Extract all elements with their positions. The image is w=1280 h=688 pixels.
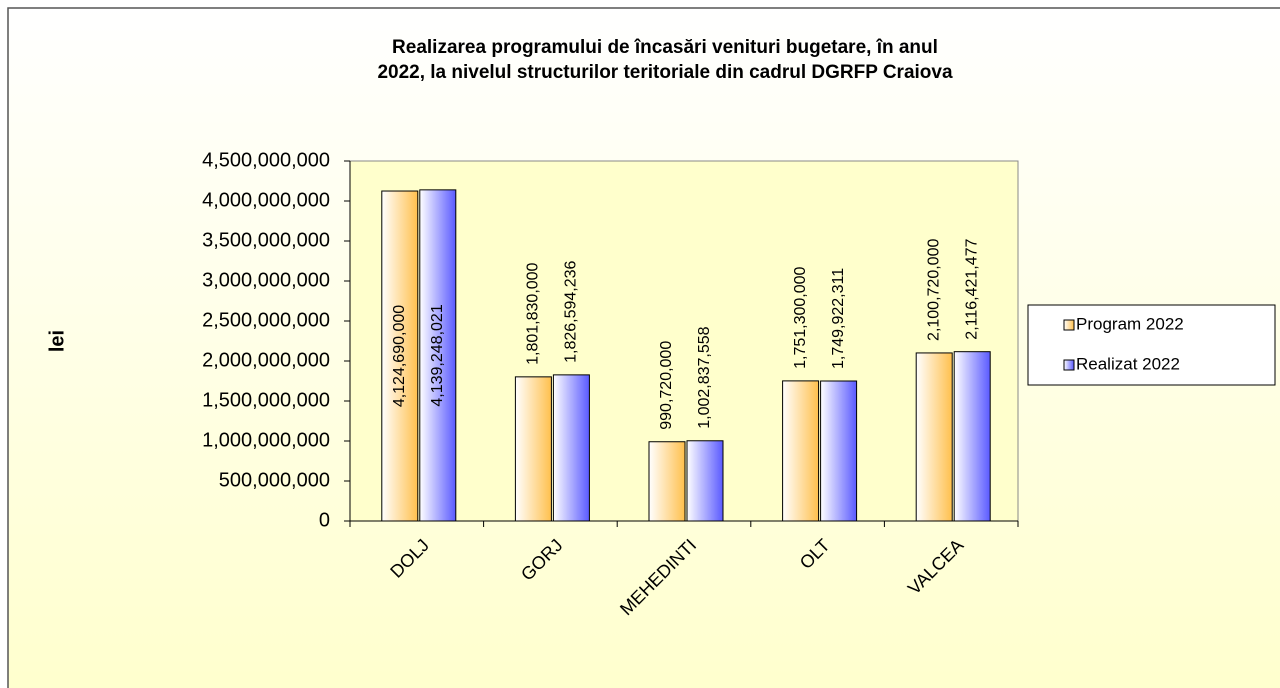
value-label: 1,749,922,311 (830, 268, 847, 369)
value-label: 1,002,837,558 (696, 326, 713, 428)
bar (381, 190, 419, 522)
y-tick-label: 2,500,000,000 (202, 309, 330, 331)
value-label: 1,801,830,000 (525, 262, 542, 364)
y-tick-label: 1,500,000,000 (202, 389, 330, 411)
y-tick-label: 2,000,000,000 (202, 349, 330, 371)
value-label: 2,116,421,477 (963, 238, 980, 339)
bar (953, 351, 991, 522)
y-tick-label: 3,000,000,000 (202, 269, 330, 291)
legend-label: Program 2022 (1076, 314, 1184, 333)
bar (552, 374, 590, 522)
bar (686, 440, 724, 522)
value-label: 2,100,720,000 (925, 239, 942, 341)
y-axis-label: lei (46, 330, 68, 352)
value-label: 4,124,690,000 (391, 305, 408, 407)
bar (419, 189, 457, 522)
value-label: 4,139,248,021 (429, 304, 446, 406)
bar (820, 380, 858, 522)
y-tick-label: 500,000,000 (219, 469, 330, 491)
chart-title: Realizarea programului de încasări venit… (392, 37, 938, 58)
y-tick-label: 3,500,000,000 (202, 229, 330, 251)
legend-swatch (1063, 319, 1075, 331)
value-label: 990,720,000 (658, 341, 675, 430)
chart-title: 2022, la nivelul structurilor teritorial… (377, 62, 953, 83)
legend-swatch (1063, 359, 1075, 371)
bar (915, 352, 953, 522)
legend (1027, 304, 1276, 386)
bar (648, 441, 686, 522)
value-label: 1,826,594,236 (563, 260, 580, 362)
y-tick-label: 4,000,000,000 (202, 189, 330, 211)
bar (782, 380, 820, 522)
y-tick-label: 4,500,000,000 (202, 149, 330, 171)
bar (514, 376, 552, 522)
y-tick-label: 0 (319, 509, 330, 531)
value-label: 1,751,300,000 (792, 266, 809, 368)
y-tick-label: 1,000,000,000 (202, 429, 330, 451)
legend-label: Realizat 2022 (1076, 354, 1180, 373)
